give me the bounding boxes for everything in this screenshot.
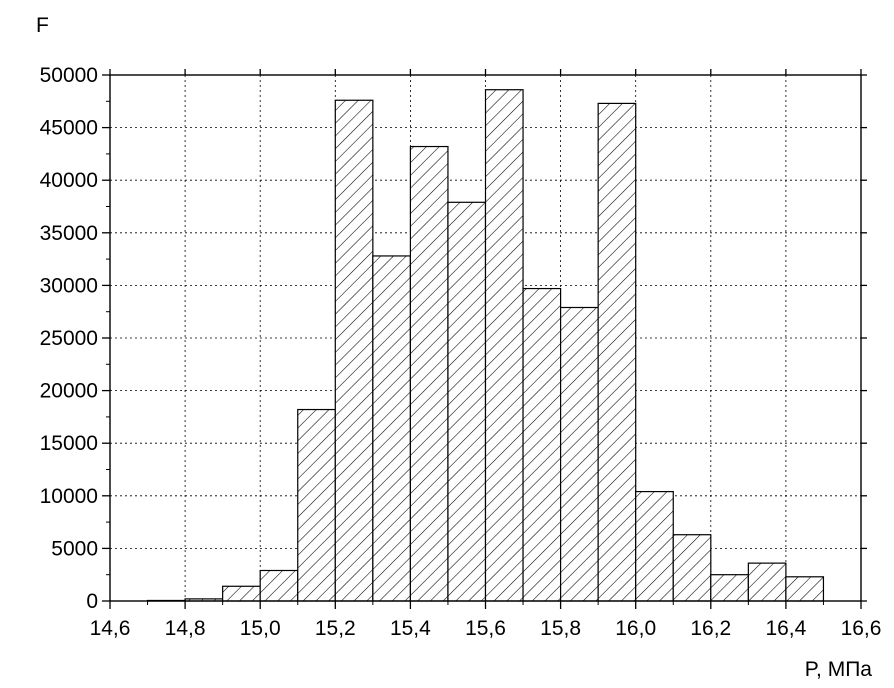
x-tick-label: 14,6 bbox=[90, 617, 131, 640]
x-tick-label: 16,6 bbox=[841, 617, 882, 640]
histogram-bar bbox=[447, 201, 487, 602]
histogram-bar bbox=[522, 287, 562, 602]
x-tick-label: 14,8 bbox=[165, 617, 206, 640]
x-tick-label: 15,8 bbox=[540, 617, 581, 640]
histogram-bar bbox=[785, 576, 825, 602]
histogram-bar bbox=[635, 490, 674, 602]
x-tick-label: 15,2 bbox=[315, 617, 356, 640]
x-tick-label: 16,2 bbox=[690, 617, 731, 640]
y-tick-label: 0 bbox=[86, 590, 98, 613]
x-tick-label: 15,4 bbox=[390, 617, 431, 640]
x-tick-label: 15,6 bbox=[465, 617, 506, 640]
y-tick-label: 30000 bbox=[40, 274, 98, 297]
histogram-bar bbox=[597, 102, 637, 602]
y-tick-label: 15000 bbox=[40, 432, 98, 455]
y-tick-label: 25000 bbox=[40, 327, 98, 350]
histogram-bar bbox=[710, 574, 749, 602]
histogram-bar bbox=[297, 408, 336, 602]
y-tick-label: 40000 bbox=[40, 169, 98, 192]
x-tick-label: 16,4 bbox=[765, 617, 806, 640]
y-tick-label: 35000 bbox=[40, 222, 98, 245]
y-tick-label: 50000 bbox=[40, 64, 98, 87]
histogram-bar bbox=[484, 89, 524, 602]
y-tick-label: 20000 bbox=[40, 380, 98, 403]
histogram-bar bbox=[672, 534, 712, 602]
y-tick-label: 10000 bbox=[40, 485, 98, 508]
tick-labels: 14,6 14,8 15,0 15,2 15,4 15,6 15,8 16,0 16,2 16,4… bbox=[40, 64, 882, 640]
y-axis-title: F bbox=[36, 14, 49, 37]
histogram-bar bbox=[559, 306, 599, 602]
histogram-bar bbox=[334, 99, 374, 602]
y-tick-label: 5000 bbox=[51, 537, 98, 560]
y-tick-label: 45000 bbox=[40, 117, 98, 140]
histogram-bar bbox=[409, 145, 449, 602]
tick-marks bbox=[102, 69, 867, 609]
x-tick-label: 16,0 bbox=[615, 617, 656, 640]
histogram-bar bbox=[372, 255, 412, 602]
x-axis-title: P, МПа bbox=[805, 658, 873, 681]
histogram-bar bbox=[259, 569, 299, 602]
histogram-bar bbox=[222, 585, 261, 602]
histogram-bars bbox=[146, 89, 825, 602]
x-tick-label: 15,0 bbox=[240, 617, 281, 640]
histogram-bar bbox=[747, 562, 787, 602]
